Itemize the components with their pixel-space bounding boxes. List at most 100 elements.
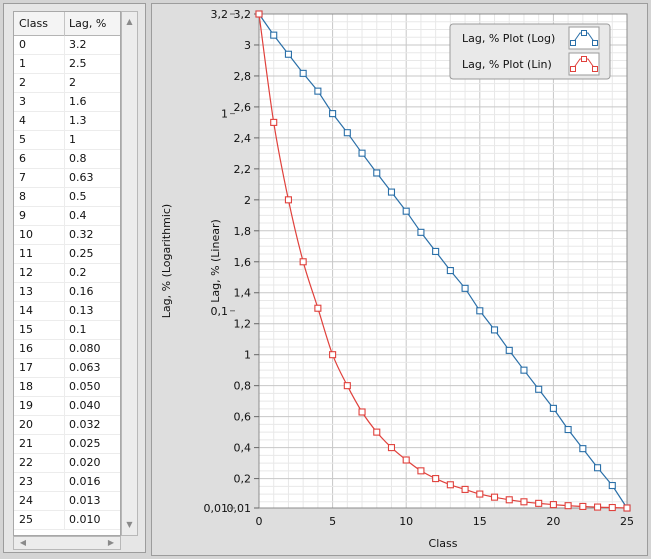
cell-class[interactable]: 18: [19, 380, 33, 393]
legend-swatch[interactable]: [568, 26, 600, 50]
table-row[interactable]: 0 3.2: [14, 36, 120, 55]
horizontal-scrollbar[interactable]: ◀ ▶: [13, 536, 121, 550]
cell-class[interactable]: 20: [19, 418, 33, 431]
data-point-log[interactable]: [373, 169, 381, 177]
data-point-linear[interactable]: [549, 501, 557, 509]
table-row[interactable]: 25 0.010: [14, 511, 120, 530]
cell-lag[interactable]: 2: [69, 76, 76, 89]
legend-entry-label[interactable]: Lag, % Plot (Log): [462, 32, 555, 45]
cell-lag[interactable]: 0.016: [69, 475, 101, 488]
cell-class[interactable]: 6: [19, 152, 26, 165]
cell-lag[interactable]: 0.032: [69, 418, 101, 431]
scroll-left-arrow-icon[interactable]: ◀: [19, 538, 27, 547]
cell-class[interactable]: 16: [19, 342, 33, 355]
cell-lag[interactable]: 0.63: [69, 171, 94, 184]
legend-swatch[interactable]: [568, 52, 600, 76]
data-point-linear[interactable]: [314, 304, 322, 312]
data-point-linear[interactable]: [490, 493, 499, 501]
table-row[interactable]: 15 0.1: [14, 321, 120, 340]
cell-class[interactable]: 2: [19, 76, 26, 89]
cell-class[interactable]: 19: [19, 399, 33, 412]
table-row[interactable]: 10 0.32: [14, 226, 120, 245]
cell-lag[interactable]: 2.5: [69, 57, 87, 70]
cell-lag[interactable]: 1.6: [69, 95, 87, 108]
column-divider[interactable]: [64, 12, 65, 36]
cell-lag[interactable]: 1: [69, 133, 76, 146]
data-point-linear[interactable]: [343, 382, 351, 390]
cell-lag[interactable]: 0.8: [69, 152, 87, 165]
cell-lag[interactable]: 0.16: [69, 285, 94, 298]
data-point-linear[interactable]: [564, 502, 572, 510]
cell-lag[interactable]: 0.1: [69, 323, 87, 336]
cell-lag[interactable]: 0.32: [69, 228, 94, 241]
cell-lag[interactable]: 0.063: [69, 361, 101, 374]
table-row[interactable]: 14 0.13: [14, 302, 120, 321]
cell-class[interactable]: 23: [19, 475, 33, 488]
data-point-log[interactable]: [564, 425, 572, 434]
data-point-linear[interactable]: [329, 351, 337, 359]
cell-class[interactable]: 15: [19, 323, 33, 336]
scroll-right-arrow-icon[interactable]: ▶: [107, 538, 115, 547]
data-point-log[interactable]: [387, 188, 396, 196]
cell-class[interactable]: 24: [19, 494, 33, 507]
table-row[interactable]: 12 0.2: [14, 264, 120, 283]
table-row[interactable]: 4 1.3: [14, 112, 120, 131]
data-point-linear[interactable]: [255, 10, 263, 18]
cell-class[interactable]: 3: [19, 95, 26, 108]
cell-class[interactable]: 14: [19, 304, 33, 317]
scroll-down-arrow-icon[interactable]: ▼: [126, 520, 133, 529]
column-header-lag[interactable]: Lag, %: [69, 17, 107, 30]
table-row[interactable]: 21 0.025: [14, 435, 120, 454]
data-point-log[interactable]: [432, 247, 440, 255]
cell-class[interactable]: 0: [19, 38, 26, 51]
cell-class[interactable]: 25: [19, 513, 33, 526]
data-point-log[interactable]: [284, 50, 292, 58]
data-point-linear[interactable]: [461, 485, 469, 493]
cell-class[interactable]: 21: [19, 437, 33, 450]
cell-class[interactable]: 12: [19, 266, 33, 279]
data-point-linear[interactable]: [594, 503, 602, 511]
cell-class[interactable]: 7: [19, 171, 26, 184]
cell-lag[interactable]: 0.2: [69, 266, 87, 279]
cell-class[interactable]: 9: [19, 209, 26, 222]
cell-class[interactable]: 5: [19, 133, 26, 146]
data-point-log[interactable]: [476, 307, 484, 315]
cell-lag[interactable]: 0.050: [69, 380, 101, 393]
data-point-linear[interactable]: [373, 428, 381, 436]
cell-lag[interactable]: 0.080: [69, 342, 101, 355]
table-row[interactable]: 24 0.013: [14, 492, 120, 511]
cell-lag[interactable]: 1.3: [69, 114, 87, 127]
data-point-log[interactable]: [446, 267, 454, 275]
data-point-log[interactable]: [343, 129, 351, 137]
data-point-log[interactable]: [314, 87, 322, 95]
data-point-log[interactable]: [329, 110, 337, 118]
data-point-linear[interactable]: [358, 408, 366, 416]
data-point-linear[interactable]: [270, 118, 278, 126]
cell-class[interactable]: 11: [19, 247, 33, 260]
data-point-log[interactable]: [299, 69, 307, 77]
data-point-linear[interactable]: [505, 496, 513, 504]
cell-lag[interactable]: 0.025: [69, 437, 101, 450]
table-row[interactable]: 22 0.020: [14, 454, 120, 473]
cell-class[interactable]: 13: [19, 285, 33, 298]
cell-lag[interactable]: 3.2: [69, 38, 87, 51]
table-row[interactable]: 1 2.5: [14, 55, 120, 74]
data-point-linear[interactable]: [417, 467, 425, 475]
data-point-linear[interactable]: [284, 196, 292, 204]
scroll-up-arrow-icon[interactable]: ▲: [126, 17, 133, 26]
cell-class[interactable]: 8: [19, 190, 26, 203]
cell-class[interactable]: 17: [19, 361, 33, 374]
data-point-log[interactable]: [505, 346, 513, 354]
cell-lag[interactable]: 0.020: [69, 456, 101, 469]
table-row[interactable]: 23 0.016: [14, 473, 120, 492]
table-row[interactable]: 9 0.4: [14, 207, 120, 226]
table-row[interactable]: 11 0.25: [14, 245, 120, 264]
data-table[interactable]: Class Lag, % 0 3.2 1 2.5 2 2 3 1.6 4 1.3 5 1 6 0.8 7 0.…: [13, 11, 121, 536]
cell-lag[interactable]: 0.010: [69, 513, 101, 526]
data-point-log[interactable]: [520, 366, 528, 374]
data-point-linear[interactable]: [299, 258, 307, 266]
cell-lag[interactable]: 0.25: [69, 247, 94, 260]
cell-class[interactable]: 4: [19, 114, 26, 127]
